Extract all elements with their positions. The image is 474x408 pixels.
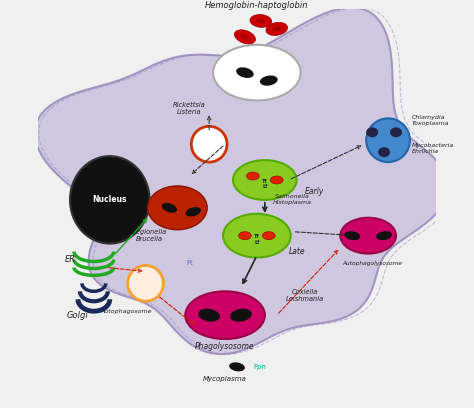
Text: Salmonella
Histoplasma: Salmonella Histoplasma	[273, 195, 312, 205]
Ellipse shape	[233, 160, 297, 200]
Ellipse shape	[229, 362, 245, 371]
Ellipse shape	[235, 30, 255, 44]
Ellipse shape	[272, 27, 282, 31]
Ellipse shape	[250, 15, 272, 27]
Ellipse shape	[191, 126, 227, 162]
Ellipse shape	[270, 176, 283, 184]
Ellipse shape	[147, 186, 207, 230]
Ellipse shape	[366, 127, 378, 137]
Ellipse shape	[266, 22, 288, 35]
Ellipse shape	[238, 232, 251, 239]
Text: Tf
Lf: Tf Lf	[254, 234, 260, 245]
Ellipse shape	[128, 266, 164, 301]
Ellipse shape	[185, 291, 265, 339]
Text: Coxiella
Leishmania: Coxiella Leishmania	[285, 289, 324, 302]
Ellipse shape	[366, 118, 410, 162]
Polygon shape	[35, 7, 448, 354]
Ellipse shape	[340, 218, 396, 253]
Text: Ft: Ft	[186, 260, 192, 266]
Text: Golgi: Golgi	[67, 310, 89, 319]
Ellipse shape	[162, 203, 177, 213]
Text: Rickettsia
Listeria: Rickettsia Listeria	[173, 102, 206, 115]
Text: Nucleus: Nucleus	[92, 195, 127, 204]
Text: Phagolysosome: Phagolysosome	[195, 342, 255, 351]
Text: Chlamydia
Toxoplasma: Chlamydia Toxoplasma	[412, 115, 449, 126]
Ellipse shape	[376, 231, 392, 240]
Ellipse shape	[240, 34, 250, 40]
Ellipse shape	[230, 308, 252, 322]
Ellipse shape	[185, 207, 201, 217]
Ellipse shape	[345, 231, 360, 240]
Ellipse shape	[378, 147, 390, 157]
Text: Mycobacteria
Ehrlichia: Mycobacteria Ehrlichia	[412, 143, 454, 153]
Text: Late: Late	[289, 247, 305, 256]
Text: Legionella
Brucella: Legionella Brucella	[132, 229, 166, 242]
Text: Autophagosome: Autophagosome	[100, 309, 151, 314]
Text: Fpn: Fpn	[253, 364, 266, 370]
Ellipse shape	[70, 156, 149, 244]
Text: Early: Early	[305, 187, 324, 196]
Ellipse shape	[260, 75, 278, 86]
Ellipse shape	[263, 232, 275, 239]
Text: Tf
Lf: Tf Lf	[262, 179, 268, 189]
Text: ER: ER	[64, 255, 75, 264]
Text: Autophagolysosome: Autophagolysosome	[342, 261, 402, 266]
Text: Hemoglobin-haptoglobin: Hemoglobin-haptoglobin	[205, 0, 309, 9]
Ellipse shape	[246, 172, 259, 180]
Ellipse shape	[236, 67, 254, 78]
Ellipse shape	[223, 214, 291, 257]
Ellipse shape	[213, 45, 301, 100]
Ellipse shape	[198, 308, 220, 322]
Text: Mycoplasma: Mycoplasma	[203, 376, 247, 382]
Ellipse shape	[390, 127, 402, 137]
Ellipse shape	[256, 19, 266, 23]
